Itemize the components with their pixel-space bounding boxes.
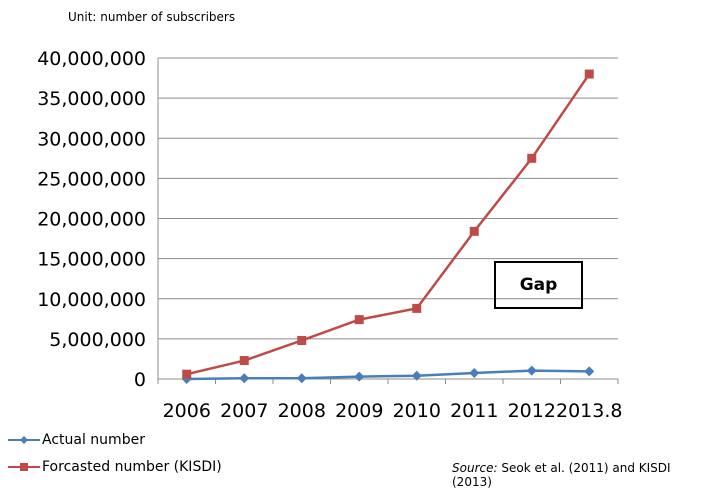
legend-label-actual: Actual number <box>42 432 145 448</box>
data-point <box>469 226 479 236</box>
data-point <box>296 373 307 384</box>
x-tick-label: 2006 <box>163 400 211 422</box>
x-tick-label: 2013.8 <box>556 400 622 422</box>
legend-label-forecast: Forcasted number (KISDI) <box>42 459 222 475</box>
y-tick-label: 0 <box>134 369 146 391</box>
y-tick-label: 35,000,000 <box>37 88 146 110</box>
legend-marker-forecast <box>8 463 40 471</box>
x-tick-label: 2012 <box>508 400 556 422</box>
x-tick-label: 2010 <box>393 400 441 422</box>
data-point <box>411 370 422 381</box>
data-point <box>584 366 595 377</box>
data-point <box>584 69 594 79</box>
y-tick-label: 10,000,000 <box>37 289 146 311</box>
data-point <box>412 303 422 313</box>
data-point <box>469 367 480 378</box>
data-point <box>354 371 365 382</box>
x-tick-label: 2009 <box>335 400 383 422</box>
series-line-0 <box>186 369 590 381</box>
x-tick-label: 2011 <box>450 400 498 422</box>
data-point <box>354 315 364 325</box>
data-point <box>527 153 537 163</box>
y-tick-label: 5,000,000 <box>49 329 146 351</box>
y-tick-label: 20,000,000 <box>37 209 146 231</box>
source-text: Seok et al. (2011) and KISDI (2013) <box>452 461 671 489</box>
y-tick-label: 25,000,000 <box>37 168 146 190</box>
y-tick-label: 30,000,000 <box>37 128 146 150</box>
x-tick-label: 2008 <box>278 400 326 422</box>
data-point <box>239 356 249 366</box>
data-point <box>297 335 307 345</box>
legend-item-forecast: Forcasted number (KISDI) <box>8 459 222 475</box>
legend-item-actual: Actual number <box>8 432 145 448</box>
y-tick-label: 40,000,000 <box>37 48 146 70</box>
source-prefix: Source: <box>452 461 498 475</box>
gap-annotation: Gap <box>494 261 583 309</box>
source-note: Source: Seok et al. (2011) and KISDI (20… <box>452 461 712 489</box>
data-point <box>526 365 537 376</box>
legend-marker-actual <box>8 436 40 444</box>
data-point <box>182 369 192 379</box>
y-tick-label: 15,000,000 <box>37 249 146 271</box>
x-tick-label: 2007 <box>220 400 268 422</box>
data-point <box>239 373 250 384</box>
series-line-1 <box>186 73 591 376</box>
unit-label: Unit: number of subscribers <box>68 10 236 24</box>
